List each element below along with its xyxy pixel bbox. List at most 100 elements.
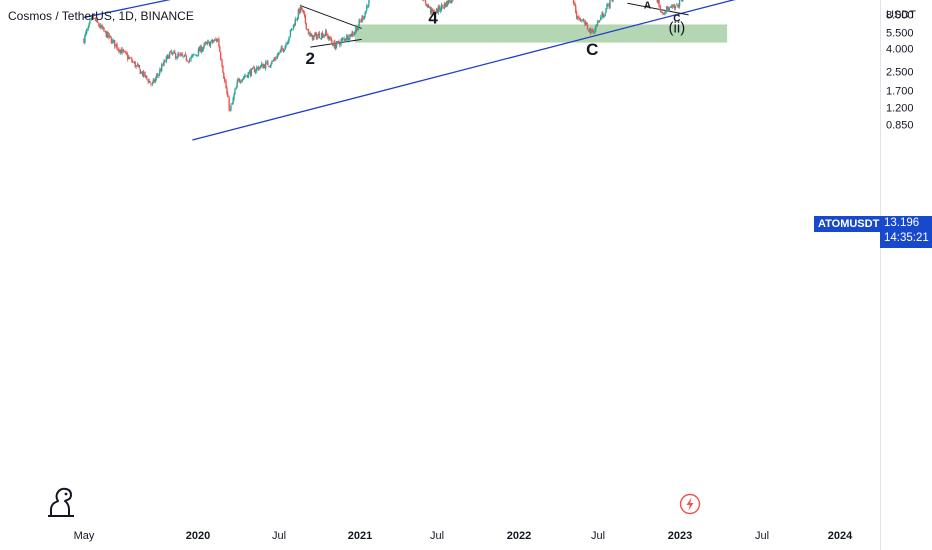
candle-body-352 xyxy=(443,3,446,8)
candle-body-114 xyxy=(204,42,207,44)
y-tick-label-7: 4.000 xyxy=(886,43,914,55)
candle-body-18 xyxy=(102,27,104,29)
candle-body-129 xyxy=(219,52,222,60)
y-tick-label-9: 1.700 xyxy=(886,85,914,97)
candle-body-88 xyxy=(177,53,179,58)
y-tick-label-8: 2.500 xyxy=(886,66,914,78)
candle-body-190 xyxy=(282,48,285,52)
x-tick-label-0: May xyxy=(74,530,95,542)
candle-body-103 xyxy=(193,54,195,56)
candle-body-27 xyxy=(112,39,114,44)
candle-body-229 xyxy=(321,32,324,38)
candle-body-350 xyxy=(442,4,444,7)
candle-body-334 xyxy=(426,3,428,7)
candle-body-76 xyxy=(164,61,166,63)
candle-body-259 xyxy=(352,32,354,35)
candle-body-183 xyxy=(275,58,277,60)
candle-body-504 xyxy=(598,20,600,23)
candle-body-10 xyxy=(93,18,96,20)
candle-body-515 xyxy=(609,0,611,8)
candle-body-36 xyxy=(121,49,123,53)
candle-body-155 xyxy=(246,75,249,78)
candle-body-247 xyxy=(340,40,342,45)
candle-body-131 xyxy=(222,65,224,73)
candle-body-238 xyxy=(331,40,333,43)
candle-body-335 xyxy=(426,4,429,6)
price-scale[interactable] xyxy=(880,0,932,550)
candle-body-23 xyxy=(107,32,109,38)
trendline-5 xyxy=(627,2,689,16)
candle-body-510 xyxy=(604,13,606,17)
candle-body-161 xyxy=(252,67,255,69)
candle-body-17 xyxy=(101,25,103,29)
candle-body-200 xyxy=(292,24,295,29)
candle-body-506 xyxy=(599,17,602,21)
candle-body-167 xyxy=(259,67,261,69)
x-tick-label-7: 2023 xyxy=(668,530,692,542)
candle-body-61 xyxy=(148,80,150,83)
candle-body-503 xyxy=(596,22,599,25)
candle-body-12 xyxy=(95,19,98,22)
candle-body-502 xyxy=(595,25,598,26)
candle-body-148 xyxy=(239,81,241,83)
candle-body-215 xyxy=(307,28,310,35)
trendline-0 xyxy=(300,5,362,29)
candle-body-483 xyxy=(576,16,579,19)
candle-body-3 xyxy=(86,29,88,33)
candle-body-47 xyxy=(133,61,135,63)
candle-body-577 xyxy=(673,5,675,7)
candle-body-513 xyxy=(607,3,609,5)
candle-body-585 xyxy=(681,0,683,1)
candle-body-108 xyxy=(198,48,201,52)
candle-body-77 xyxy=(165,56,168,62)
candle-body-145 xyxy=(236,81,238,87)
candle-body-356 xyxy=(447,0,450,4)
candle-body-43 xyxy=(128,57,131,59)
candle-body-99 xyxy=(188,59,191,62)
candle-body-572 xyxy=(667,8,670,12)
candle-body-165 xyxy=(256,66,259,68)
candle-body-500 xyxy=(594,29,596,34)
candle-body-212 xyxy=(304,15,307,23)
candle-body-339 xyxy=(430,8,433,14)
candle-body-52 xyxy=(138,64,141,69)
candle-body-197 xyxy=(289,30,292,37)
candle-body-242 xyxy=(335,45,337,50)
candle-body-273 xyxy=(366,5,368,11)
candle-body-345 xyxy=(436,8,439,14)
candle-body-217 xyxy=(309,33,312,37)
candle-body-225 xyxy=(317,33,320,36)
candle-body-16 xyxy=(100,25,102,28)
candle-body-53 xyxy=(139,68,141,75)
candle-body-152 xyxy=(243,76,245,78)
candle-body-46 xyxy=(132,61,134,63)
candle-body-222 xyxy=(314,32,317,35)
candle-body-509 xyxy=(603,15,605,18)
candle-body-98 xyxy=(187,61,190,63)
candle-body-260 xyxy=(353,33,355,36)
candle-body-153 xyxy=(244,75,246,77)
candle-body-583 xyxy=(678,0,681,7)
candle-body-92 xyxy=(181,54,183,56)
candle-body-567 xyxy=(662,12,665,14)
candle-body-55 xyxy=(141,71,144,76)
candle-body-179 xyxy=(271,60,273,64)
candle-body-208 xyxy=(300,5,303,10)
candle-body-171 xyxy=(263,65,265,68)
candle-body-351 xyxy=(442,7,445,9)
tradingview-dino-logo-icon[interactable] xyxy=(46,484,76,523)
candle-body-188 xyxy=(280,47,282,51)
candle-body-34 xyxy=(119,49,121,53)
candle-body-266 xyxy=(359,20,361,22)
lightning-icon[interactable] xyxy=(679,493,701,520)
candle-body-494 xyxy=(588,29,590,32)
candle-body-489 xyxy=(582,20,585,22)
candle-body-244 xyxy=(337,41,339,42)
candle-body-265 xyxy=(358,20,360,26)
candle-body-49 xyxy=(135,65,137,68)
candle-body-508 xyxy=(602,13,604,17)
candle-body-218 xyxy=(310,34,313,37)
candle-body-2 xyxy=(85,32,87,36)
